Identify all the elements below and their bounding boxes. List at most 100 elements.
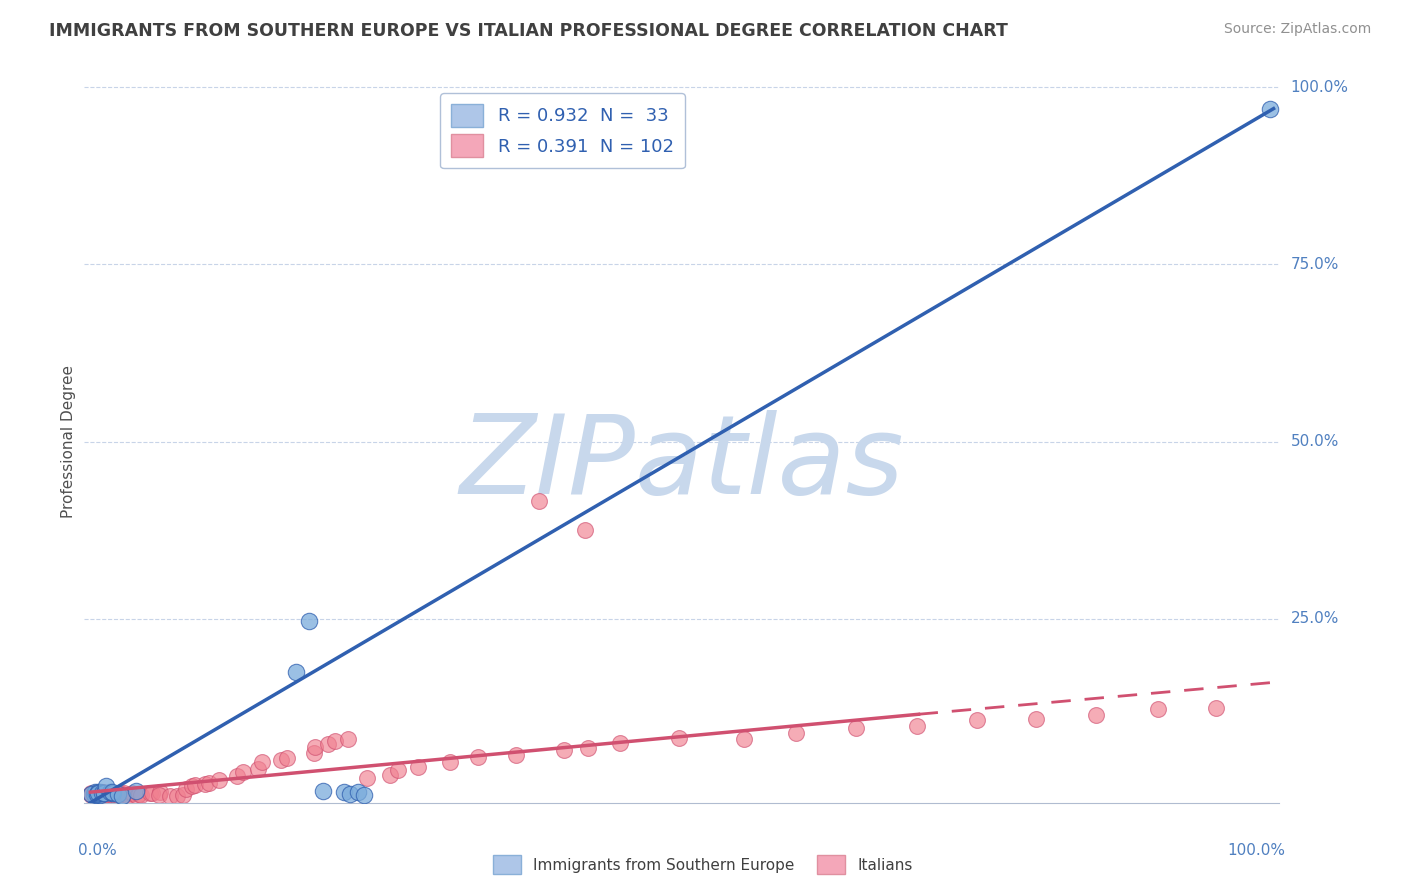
Point — [90, 788, 112, 802]
Point — [101, 785, 124, 799]
Point — [93, 786, 115, 800]
Point — [80, 787, 103, 801]
Text: 75.0%: 75.0% — [1291, 257, 1339, 272]
Point — [232, 765, 254, 780]
Point — [87, 789, 110, 803]
Point — [129, 788, 152, 802]
Point — [172, 789, 194, 803]
Point — [285, 665, 308, 679]
Point — [93, 787, 115, 801]
Text: Source: ZipAtlas.com: Source: ZipAtlas.com — [1223, 22, 1371, 37]
Point — [339, 787, 361, 801]
Point — [94, 789, 117, 803]
Point — [84, 786, 107, 800]
Point — [103, 789, 125, 803]
Point — [98, 785, 121, 799]
Point — [101, 787, 124, 801]
Point — [439, 755, 461, 769]
Point — [87, 786, 110, 800]
Point — [100, 789, 122, 803]
Point — [82, 787, 104, 801]
Point — [87, 789, 110, 803]
Point — [108, 786, 131, 800]
Point — [86, 788, 108, 802]
Point — [87, 785, 110, 799]
Point — [86, 787, 108, 801]
Point — [89, 788, 111, 802]
Point — [100, 787, 122, 801]
Point — [91, 788, 114, 802]
Point — [576, 740, 599, 755]
Point — [93, 786, 115, 800]
Point — [87, 789, 110, 803]
Point — [89, 785, 111, 799]
Point — [89, 787, 111, 801]
Point — [117, 789, 139, 803]
Point — [337, 731, 360, 746]
Point — [98, 789, 121, 803]
Point — [84, 786, 107, 800]
Point — [148, 789, 170, 803]
Point — [733, 731, 755, 746]
Point — [574, 523, 596, 537]
Point — [311, 784, 333, 798]
Point — [785, 726, 807, 740]
Point — [378, 767, 401, 781]
Point — [194, 776, 217, 790]
Point — [141, 786, 163, 800]
Point — [93, 787, 115, 801]
Text: ZIPatlas: ZIPatlas — [460, 409, 904, 516]
Point — [184, 778, 207, 792]
Point — [93, 785, 115, 799]
Point — [174, 782, 197, 797]
Point — [250, 755, 273, 769]
Point — [91, 787, 114, 801]
Point — [668, 731, 690, 746]
Point — [197, 776, 219, 790]
Point — [356, 772, 378, 786]
Point — [89, 786, 111, 800]
Point — [966, 713, 988, 727]
Point — [125, 789, 148, 803]
Point — [96, 786, 118, 800]
Point — [125, 784, 148, 798]
Legend: R = 0.932  N =  33, R = 0.391  N = 102: R = 0.932 N = 33, R = 0.391 N = 102 — [440, 93, 685, 169]
Point — [89, 788, 111, 802]
Point — [302, 746, 325, 760]
Point — [323, 733, 346, 747]
Point — [89, 786, 111, 800]
Text: 50.0%: 50.0% — [1291, 434, 1339, 449]
Point — [89, 787, 111, 801]
Point — [108, 789, 131, 803]
Point — [208, 772, 231, 787]
Point — [1146, 702, 1168, 716]
Point — [80, 788, 103, 802]
Point — [270, 753, 292, 767]
Point — [121, 787, 143, 801]
Point — [87, 786, 110, 800]
Point — [107, 787, 129, 801]
Point — [110, 787, 132, 801]
Point — [138, 786, 160, 800]
Point — [104, 789, 127, 803]
Point — [86, 788, 108, 802]
Text: 0.0%: 0.0% — [79, 843, 117, 857]
Point — [609, 736, 631, 750]
Point — [111, 789, 134, 803]
Point — [96, 789, 118, 803]
Text: 100.0%: 100.0% — [1291, 80, 1348, 95]
Point — [80, 787, 103, 801]
Point — [117, 789, 139, 803]
Point — [408, 760, 430, 774]
Point — [225, 769, 247, 783]
Y-axis label: Professional Degree: Professional Degree — [60, 365, 76, 518]
Point — [87, 786, 110, 800]
Point — [318, 738, 340, 752]
Point — [159, 789, 181, 803]
Point — [91, 785, 114, 799]
Point — [304, 740, 326, 755]
Point — [107, 787, 129, 801]
Point — [112, 786, 135, 800]
Point — [90, 786, 112, 800]
Point — [1025, 712, 1047, 726]
